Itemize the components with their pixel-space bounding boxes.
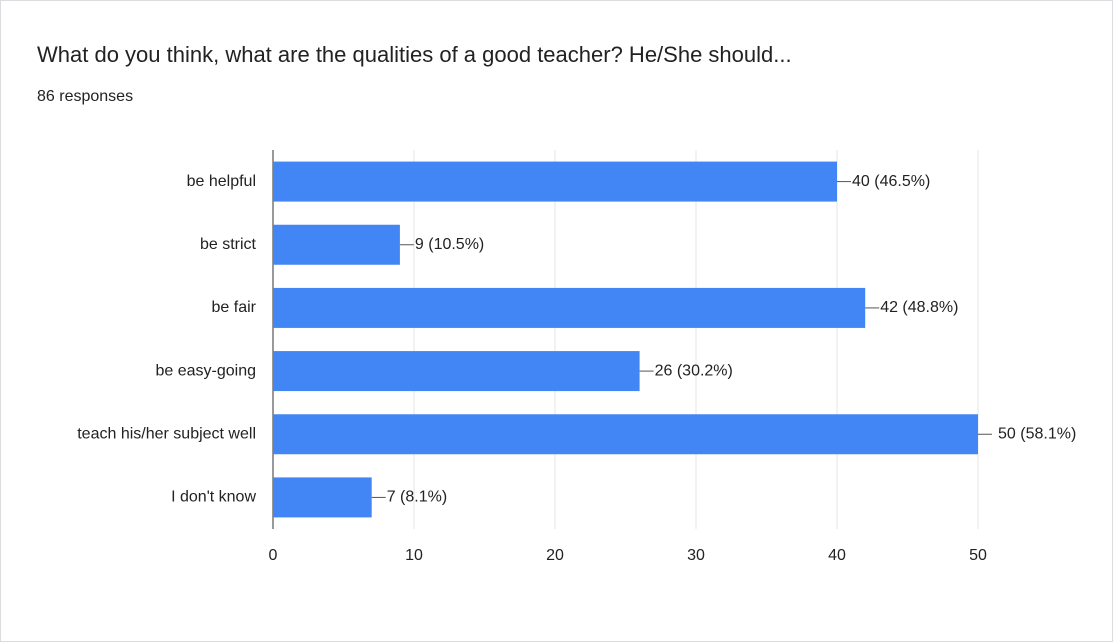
y-tick-label: be helpful [187, 173, 256, 190]
value-label: 40 (46.5%) [852, 173, 930, 190]
y-tick-label: be easy-going [155, 362, 256, 379]
x-tick-label: 20 [546, 547, 564, 564]
value-label: 9 (10.5%) [415, 236, 484, 253]
bar [273, 414, 978, 455]
x-tick-label: 0 [269, 547, 278, 564]
value-label: 7 (8.1%) [387, 489, 447, 506]
chart-title: What do you think, what are the qualitie… [37, 42, 792, 67]
value-label: 42 (48.8%) [880, 299, 958, 316]
x-tick-label: 50 [969, 547, 987, 564]
bar [273, 351, 640, 392]
y-tick-label: be strict [200, 236, 257, 253]
bar [273, 161, 837, 202]
y-tick-label: I don't know [171, 489, 256, 506]
y-tick-label: teach his/her subject well [77, 425, 256, 442]
value-label: 26 (30.2%) [655, 362, 733, 379]
bar [273, 224, 400, 265]
value-label: 50 (58.1%) [998, 425, 1076, 442]
x-tick-label: 40 [828, 547, 846, 564]
bar [273, 477, 372, 518]
x-tick-label: 30 [687, 547, 705, 564]
y-tick-label: be fair [212, 299, 257, 316]
bar [273, 287, 866, 328]
x-tick-label: 10 [405, 547, 423, 564]
chart-subtitle: 86 responses [37, 88, 133, 105]
